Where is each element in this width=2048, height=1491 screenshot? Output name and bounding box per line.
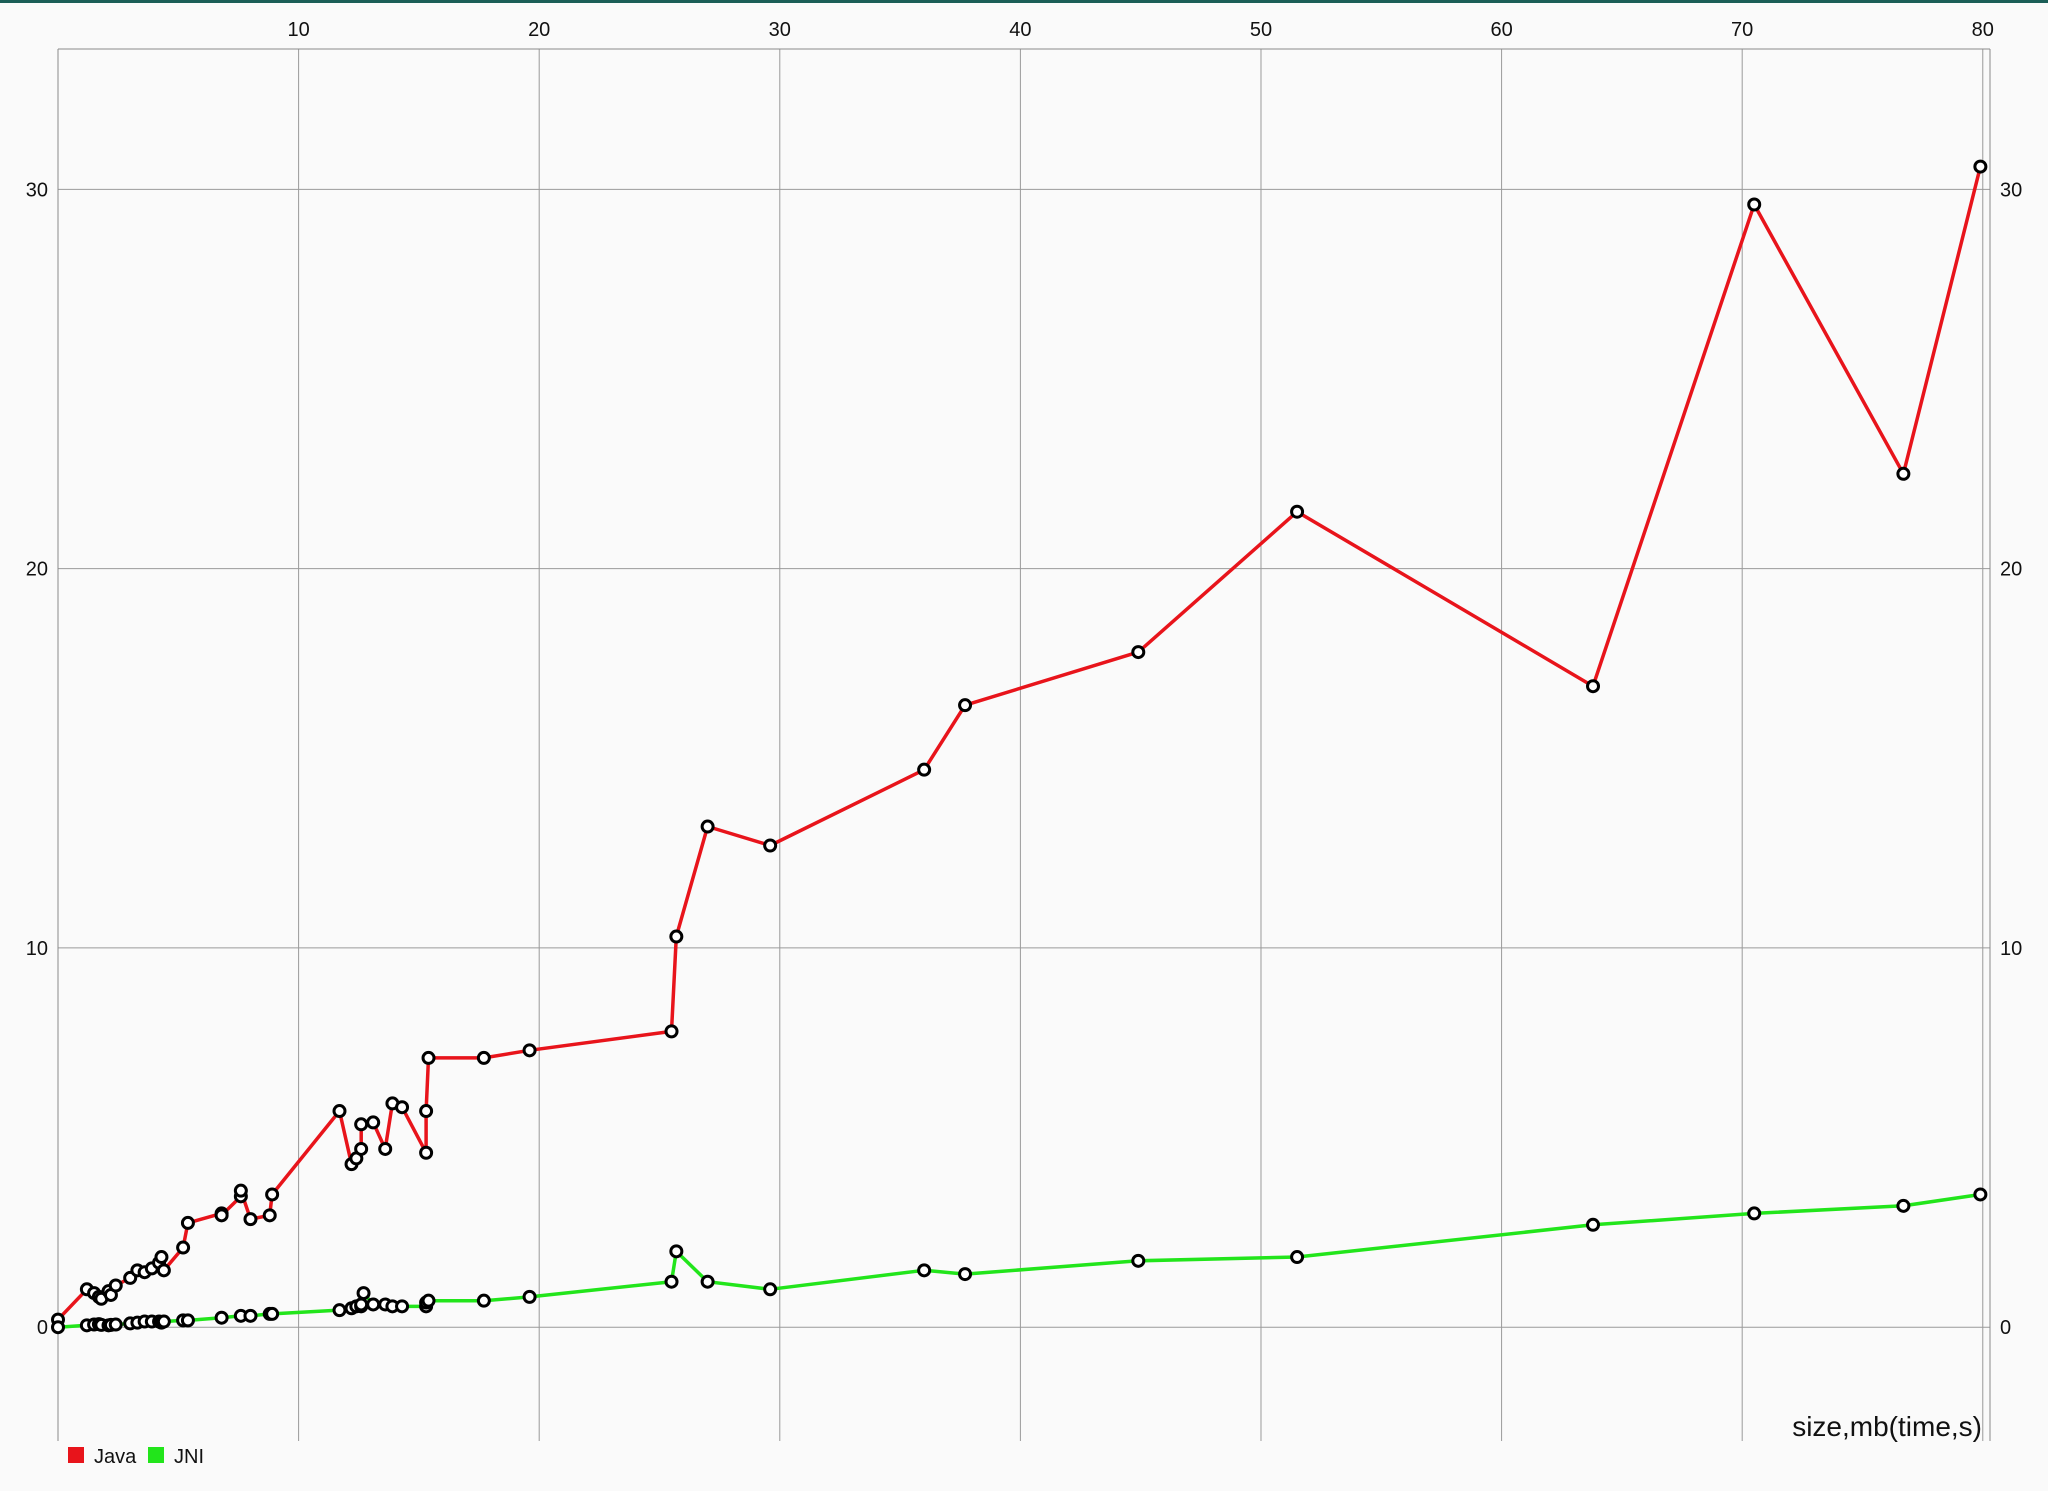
jni-data-point xyxy=(1747,1206,1762,1221)
x-tick-label: 60 xyxy=(1490,19,1512,41)
jni-data-point xyxy=(108,1317,123,1332)
java-data-point xyxy=(378,1141,393,1156)
java-data-point xyxy=(332,1104,347,1119)
x-tick-label: 40 xyxy=(1009,19,1031,41)
java-data-point xyxy=(176,1240,191,1255)
java-data-point xyxy=(700,819,715,834)
java-data-point xyxy=(366,1115,381,1130)
java-legend-swatch xyxy=(68,1447,84,1463)
jni-data-point xyxy=(1973,1187,1988,1202)
java-data-point xyxy=(1290,504,1305,519)
jni-data-point xyxy=(265,1306,280,1321)
y-tick-label-right: 10 xyxy=(2000,938,2022,960)
x-tick-label: 30 xyxy=(769,19,791,41)
jni-data-point xyxy=(1131,1253,1146,1268)
jni-data-point xyxy=(421,1293,436,1308)
top-accent-bar xyxy=(0,0,2048,3)
jni-data-point xyxy=(664,1274,679,1289)
jni-data-point xyxy=(51,1320,65,1335)
jni-data-point xyxy=(917,1263,932,1278)
java-data-point xyxy=(265,1187,280,1202)
jni-data-point xyxy=(958,1267,973,1282)
java-data-point xyxy=(395,1100,410,1115)
jni-data-point xyxy=(669,1244,684,1259)
y-tick-label-left: 0 xyxy=(37,1317,48,1339)
java-data-point xyxy=(917,762,932,777)
x-tick-label: 10 xyxy=(287,19,309,41)
y-tick-label-right: 30 xyxy=(2000,179,2022,201)
java-legend-label: Java xyxy=(94,1446,137,1468)
java-data-point xyxy=(354,1141,369,1156)
jni-data-point xyxy=(354,1297,369,1312)
java-data-point xyxy=(262,1208,277,1223)
java-data-point xyxy=(243,1212,258,1227)
java-data-point xyxy=(154,1250,169,1265)
java-data-point xyxy=(354,1117,369,1132)
jni-data-point xyxy=(356,1286,371,1301)
y-tick-label-left: 10 xyxy=(26,938,48,960)
java-data-point xyxy=(233,1183,248,1198)
java-data-point xyxy=(958,698,973,713)
y-tick-label-right: 20 xyxy=(2000,559,2022,581)
jni-data-point xyxy=(1896,1198,1911,1213)
x-tick-label: 20 xyxy=(528,19,550,41)
java-data-point xyxy=(214,1208,229,1223)
jni-data-point xyxy=(476,1293,491,1308)
plot-frame xyxy=(57,48,1991,1441)
y-axis-ticks: 0 0 10 10 20 20 30 30 xyxy=(26,179,2023,1339)
java-data-point xyxy=(156,1263,171,1278)
jni-legend-label: JNI xyxy=(174,1446,204,1468)
chart-series xyxy=(51,159,1988,1335)
x-axis-ticks: 10 20 30 40 50 60 70 80 xyxy=(287,19,1993,41)
java-data-point xyxy=(1131,645,1146,660)
jni-data-point xyxy=(332,1303,347,1318)
java-data-point xyxy=(180,1215,195,1230)
x-tick-label: 70 xyxy=(1731,19,1753,41)
java-data-point xyxy=(669,929,684,944)
y-tick-label-left: 20 xyxy=(26,559,48,581)
y-tick-label-right: 0 xyxy=(2000,1317,2011,1339)
java-data-point xyxy=(419,1104,434,1119)
x-axis-label: size,mb(time,s) xyxy=(1792,1411,1982,1442)
chart-legend: Java JNI xyxy=(68,1446,204,1468)
jni-data-point xyxy=(156,1314,171,1329)
jni-data-point xyxy=(763,1282,778,1297)
java-data-point xyxy=(664,1024,679,1039)
java-data-point xyxy=(1973,159,1988,174)
java-data-point xyxy=(421,1050,436,1065)
jni-legend-swatch xyxy=(148,1447,164,1463)
y-tick-label-left: 30 xyxy=(26,179,48,201)
java-data-point xyxy=(763,838,778,853)
jni-data-point xyxy=(1586,1217,1601,1232)
jni-data-point xyxy=(214,1310,229,1325)
jni-data-point xyxy=(700,1274,715,1289)
java-data-point xyxy=(1586,679,1601,694)
jni-data-point xyxy=(243,1308,258,1323)
jni-data-point xyxy=(1290,1250,1305,1265)
jni-data-point xyxy=(395,1299,410,1314)
jni-data-point xyxy=(522,1289,537,1304)
java-series-line xyxy=(56,166,1983,1321)
java-data-point xyxy=(1747,197,1762,212)
java-data-point xyxy=(108,1278,123,1293)
jni-data-point xyxy=(180,1313,195,1328)
x-tick-label: 80 xyxy=(1972,19,1994,41)
chart-grid xyxy=(58,49,1990,1441)
x-tick-label: 50 xyxy=(1250,19,1272,41)
java-data-point xyxy=(476,1050,491,1065)
java-data-point xyxy=(522,1043,537,1058)
java-data-point xyxy=(1896,466,1911,481)
jni-data-point xyxy=(366,1297,381,1312)
java-data-point xyxy=(419,1145,434,1160)
